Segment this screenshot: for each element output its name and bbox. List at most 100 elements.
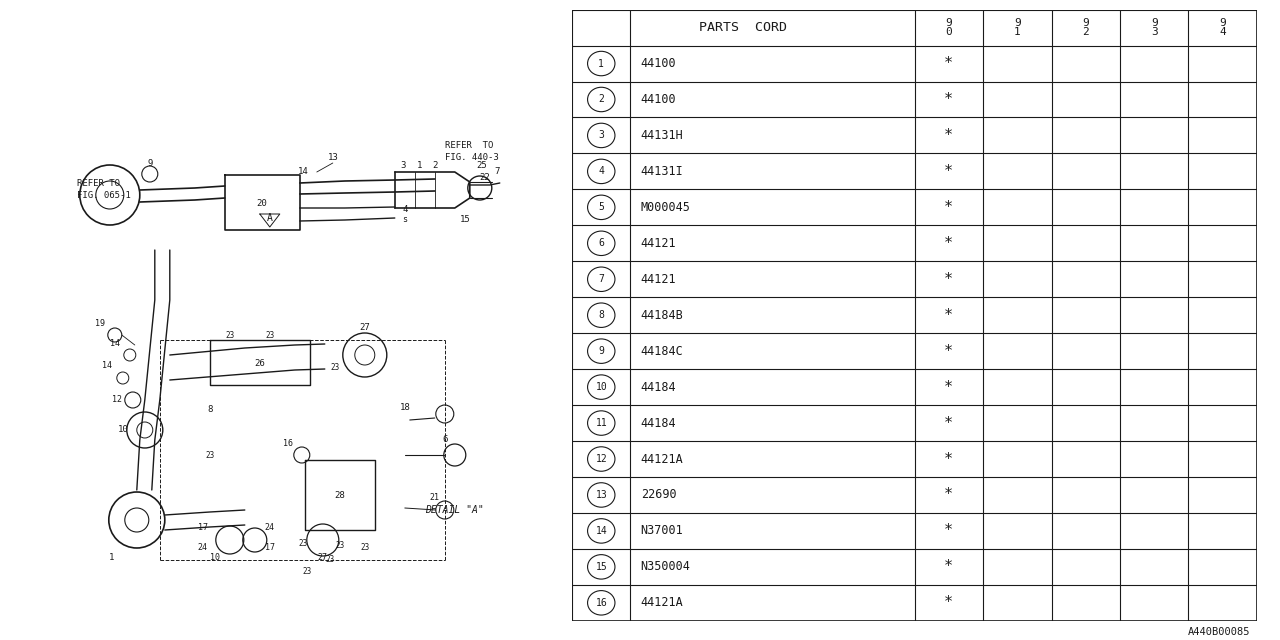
Text: 44121A: 44121A [641,452,684,465]
Text: 44184C: 44184C [641,345,684,358]
Text: *: * [945,272,954,287]
Text: 24: 24 [265,522,275,531]
Text: REFER  TO: REFER TO [445,141,493,150]
Text: 44121: 44121 [641,273,676,285]
Text: *: * [945,200,954,215]
Text: 11: 11 [595,418,607,428]
Text: 23: 23 [335,541,344,550]
Text: N350004: N350004 [641,561,690,573]
Text: A: A [266,213,273,223]
Text: 25: 25 [476,161,488,170]
Text: 24: 24 [198,543,207,552]
Text: 17: 17 [265,543,275,552]
Text: 23: 23 [298,538,307,547]
Text: 9
4: 9 4 [1220,18,1226,37]
Text: 23: 23 [325,556,334,564]
Text: 20: 20 [256,198,268,207]
Text: 6: 6 [598,238,604,248]
Text: 13: 13 [595,490,607,500]
Text: 22: 22 [480,173,490,182]
Text: 44131H: 44131H [641,129,684,142]
Text: 7: 7 [494,168,499,177]
Text: *: * [945,164,954,179]
Text: 27: 27 [317,554,328,563]
Text: 27: 27 [360,323,370,333]
Text: 19: 19 [95,319,105,328]
Text: *: * [945,559,954,574]
Text: 3: 3 [598,131,604,140]
Text: 9: 9 [598,346,604,356]
Text: 15: 15 [460,216,470,225]
Text: 44184: 44184 [641,417,676,429]
Text: *: * [945,128,954,143]
Text: *: * [945,380,954,395]
Text: A440B00085: A440B00085 [1188,627,1251,637]
Text: 7: 7 [598,275,604,284]
Text: 44131I: 44131I [641,165,684,178]
Text: 1: 1 [598,58,604,68]
Text: *: * [945,595,954,611]
Text: PARTS  CORD: PARTS CORD [699,21,787,34]
Text: 14: 14 [595,526,607,536]
Text: 14: 14 [102,362,111,371]
Text: 26: 26 [255,358,265,367]
Text: 9
2: 9 2 [1083,18,1089,37]
Text: *: * [945,92,954,107]
Text: 23: 23 [225,330,234,339]
Text: 9
0: 9 0 [946,18,952,37]
Text: 15: 15 [595,562,607,572]
Text: 10: 10 [118,426,128,435]
Text: 4: 4 [402,205,407,214]
Text: s: s [402,216,407,225]
Text: DETAIL "A": DETAIL "A" [425,505,484,515]
Text: 23: 23 [205,451,215,460]
Text: 44100: 44100 [641,93,676,106]
Text: *: * [945,236,954,251]
Text: 23: 23 [302,568,311,577]
Text: FIG. 065-1: FIG. 065-1 [77,191,131,200]
Text: *: * [945,344,954,358]
Text: 10: 10 [210,552,220,561]
Text: 22690: 22690 [641,488,676,502]
Text: 9
3: 9 3 [1151,18,1157,37]
Text: *: * [945,524,954,538]
Text: 10: 10 [595,382,607,392]
Text: 28: 28 [334,490,346,499]
Text: 44121A: 44121A [641,596,684,609]
Text: 2: 2 [598,95,604,104]
Text: 9: 9 [147,159,152,168]
Text: *: * [945,308,954,323]
Text: 23: 23 [265,330,274,339]
Text: 44184B: 44184B [641,308,684,322]
Text: 4: 4 [598,166,604,177]
Text: *: * [945,56,954,71]
Text: 12: 12 [595,454,607,464]
Text: 3: 3 [401,161,406,170]
Text: 13: 13 [328,154,338,163]
Text: 16: 16 [595,598,607,608]
Text: REFER TO: REFER TO [77,179,120,188]
Text: 12: 12 [111,396,122,404]
Text: 2: 2 [433,161,438,170]
Text: 44100: 44100 [641,57,676,70]
Text: 6: 6 [442,435,448,445]
Text: 8: 8 [207,406,212,415]
Text: 21: 21 [430,493,440,502]
Text: 14: 14 [110,339,120,348]
Text: 23: 23 [330,364,339,372]
Text: 44121: 44121 [641,237,676,250]
Text: 14: 14 [297,166,308,175]
Text: N37001: N37001 [641,524,684,538]
Text: 23: 23 [360,543,370,552]
Text: 17: 17 [198,522,207,531]
Text: 18: 18 [399,403,410,413]
Text: 8: 8 [598,310,604,320]
Text: 5: 5 [598,202,604,212]
Text: 1: 1 [417,161,422,170]
Text: *: * [945,451,954,467]
Text: M000045: M000045 [641,201,690,214]
Text: *: * [945,415,954,431]
Text: 1: 1 [109,552,114,561]
Text: 9
1: 9 1 [1014,18,1020,37]
Text: 44184: 44184 [641,381,676,394]
